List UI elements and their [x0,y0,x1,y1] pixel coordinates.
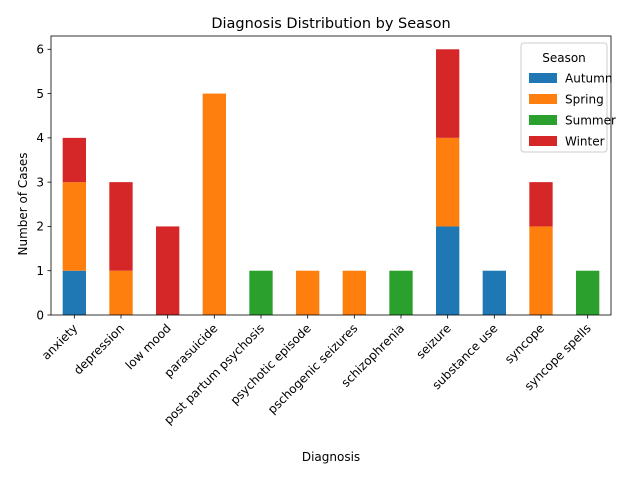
legend-label-autumn: Autumn [565,72,612,86]
bar-winter-0 [62,137,86,183]
bar-autumn-8 [436,226,460,315]
legend-label-winter: Winter [565,135,605,149]
bar-summer-7 [389,270,413,315]
y-tick-label: 0 [36,308,44,322]
y-axis-label: Number of Cases [16,152,30,255]
plot-frame [50,35,612,316]
bar-spring-5 [296,270,320,315]
y-tick-label: 6 [36,43,44,57]
legend-swatch-spring [529,94,557,104]
y-tick-label: 4 [36,131,44,145]
bar-winter-10 [529,182,553,227]
legend-title: Season [542,51,586,65]
bar-winter-1 [109,182,133,271]
bar-summer-4 [249,270,273,315]
x-tick-label: anxiety [39,321,80,362]
legend-swatch-summer [529,115,557,125]
legend-swatch-autumn [529,73,557,83]
legend: Season Autumn Spring Summer Winter [520,42,616,153]
bar-spring-6 [342,270,366,315]
legend-label-spring: Spring [565,93,604,107]
bar-spring-3 [202,93,226,315]
y-tick-label: 2 [36,220,44,234]
bar-spring-0 [62,182,86,271]
x-tick-label: pschogenic seizures [265,321,360,416]
bar-winter-2 [156,226,180,315]
bar-autumn-9 [482,270,506,315]
x-tick-label: syncope [502,321,547,366]
x-axis-label: Diagnosis [302,450,360,464]
x-tick-label: psychotic episode [228,321,314,407]
legend-swatch-winter [529,136,557,146]
bar-winter-8 [436,49,460,138]
x-tick-label: depression [71,321,127,377]
bar-spring-8 [436,137,460,227]
bar-spring-10 [529,226,553,315]
y-tick-label: 1 [36,264,44,278]
bar-spring-1 [109,270,133,315]
chart-title: Diagnosis Distribution by Season [211,16,450,32]
bar-autumn-0 [62,270,86,315]
bar-summer-11 [576,270,600,315]
plot-area [50,35,612,316]
y-tick-label: 5 [36,87,44,101]
x-tick-label: seizure [414,321,454,361]
legend-label-summer: Summer [565,114,616,128]
y-axis: 0 1 2 3 4 5 6 [36,43,51,322]
y-tick-label: 3 [36,175,44,189]
